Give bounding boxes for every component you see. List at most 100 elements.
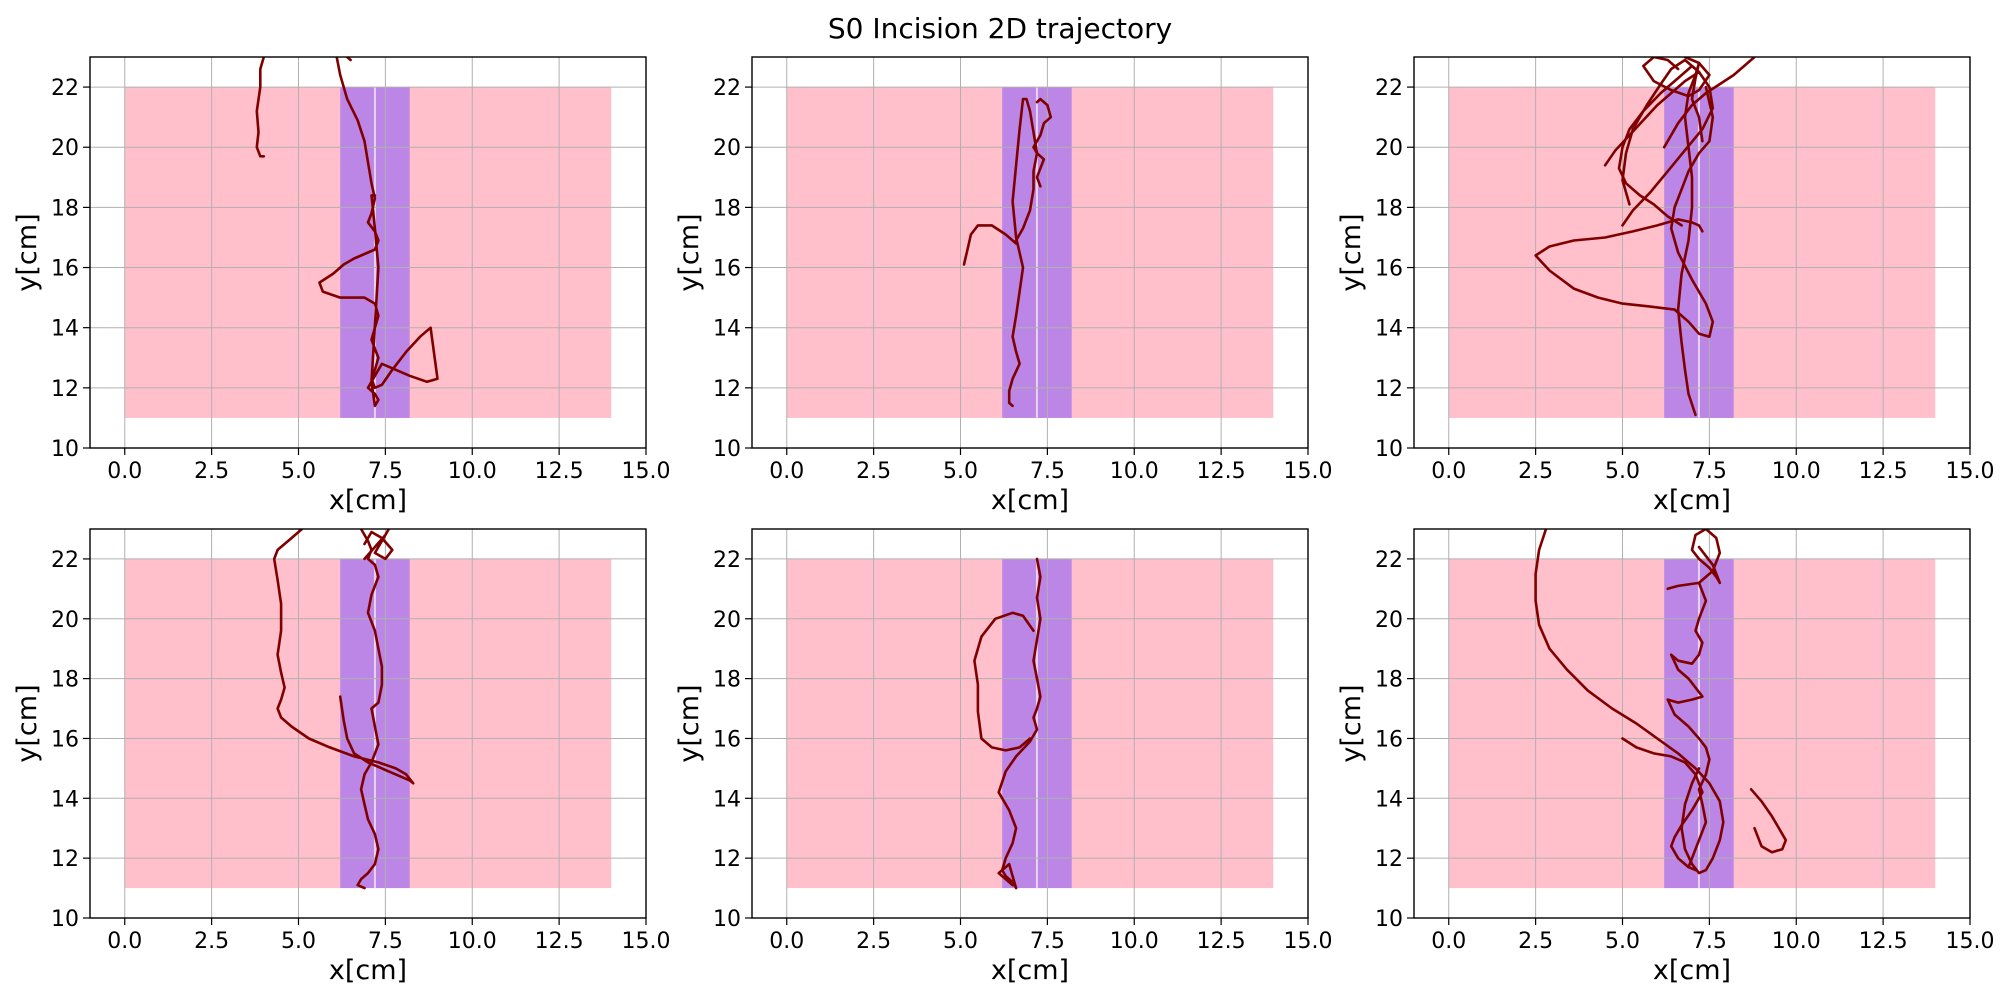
x-tick-label: 2.5 [856, 459, 891, 484]
y-tick-label: 14 [713, 317, 741, 342]
trajectory-group [1534, 529, 1788, 875]
subplot-1: 0.0 2.5 5.0 7.5 10.0 12.5 15.0 10 12 14 16 18 20 22 x[… [12, 56, 671, 516]
x-tick-label: 15.0 [622, 929, 671, 954]
x-tick-label: 0.0 [107, 459, 142, 484]
x-tick-label: 2.5 [1518, 929, 1553, 954]
y-tick-label: 20 [1375, 608, 1403, 633]
y-axis-label: y[cm] [12, 684, 43, 762]
y-tick-label: 10 [1375, 437, 1403, 462]
y-tick-label: 12 [1375, 377, 1403, 402]
x-tick-label: 15.0 [1284, 929, 1333, 954]
y-tick-label: 22 [51, 548, 79, 573]
y-tick-label: 18 [713, 196, 741, 221]
y-tick-label: 14 [51, 787, 79, 812]
x-tick-label: 12.5 [1197, 459, 1246, 484]
trajectory-line-3 [1669, 85, 1715, 339]
x-tick-label: 0.0 [769, 929, 804, 954]
x-tick-label: 10.0 [448, 929, 497, 954]
trajectory-line-1 [997, 557, 1042, 890]
x-tick-label: 12.5 [1197, 929, 1246, 954]
y-tick-label: 18 [1375, 196, 1403, 221]
subplot-5: 0.0 2.5 5.0 7.5 10.0 12.5 15.0 10 12 14 16 18 20 22 x[… [674, 528, 1333, 986]
y-tick-label: 10 [713, 437, 741, 462]
x-tick-label: 5.0 [281, 459, 316, 484]
axes-frame [1413, 528, 1971, 919]
y-axis-label: y[cm] [1336, 684, 1367, 762]
x-tick-label: 2.5 [194, 459, 229, 484]
y-tick-label: 10 [713, 907, 741, 932]
y-tick-label: 20 [713, 608, 741, 633]
x-tick-label: 0.0 [1431, 459, 1466, 484]
x-tick-label: 10.0 [1110, 459, 1159, 484]
y-axis-label: y[cm] [1336, 213, 1367, 291]
subplot-3: 0.0 2.5 5.0 7.5 10.0 12.5 15.0 10 12 14 16 18 20 22 x[… [1336, 56, 1995, 516]
y-tick-label: 22 [1375, 548, 1403, 573]
x-tick-label: 5.0 [281, 929, 316, 954]
y-tick-label: 10 [51, 437, 79, 462]
x-tick-label: 10.0 [448, 459, 497, 484]
axes-frame [89, 528, 647, 919]
y-tick-label: 16 [713, 727, 741, 752]
x-tick-label: 12.5 [1859, 459, 1908, 484]
trajectory-line-1 [272, 529, 415, 785]
y-axis-label: y[cm] [674, 213, 705, 291]
trajectory-group [973, 557, 1042, 890]
y-tick-label: 16 [1375, 257, 1403, 282]
y-tick-label: 18 [713, 668, 741, 693]
x-tick-label: 12.5 [535, 459, 584, 484]
axes-frame [751, 56, 1309, 449]
x-tick-label: 7.5 [1692, 459, 1727, 484]
trajectory-line-5 [1621, 58, 1715, 227]
x-tick-label: 15.0 [1946, 459, 1995, 484]
y-tick-label: 18 [51, 668, 79, 693]
x-tick-label: 5.0 [1605, 929, 1640, 954]
x-tick-label: 7.5 [368, 459, 403, 484]
y-tick-label: 18 [51, 196, 79, 221]
trajectory-line-4 [1666, 581, 1711, 869]
subplot-2: 0.0 2.5 5.0 7.5 10.0 12.5 15.0 10 12 14 16 18 20 22 x[… [674, 56, 1332, 516]
y-tick-label: 14 [51, 317, 79, 342]
trajectory-line-3 [363, 529, 394, 561]
y-tick-label: 16 [51, 257, 79, 282]
y-tick-label: 22 [51, 76, 79, 101]
y-tick-label: 14 [713, 787, 741, 812]
x-tick-label: 15.0 [622, 459, 671, 484]
x-tick-label: 0.0 [769, 459, 804, 484]
y-tick-label: 22 [713, 76, 741, 101]
y-tick-label: 14 [1375, 317, 1403, 342]
subplot-6: 0.0 2.5 5.0 7.5 10.0 12.5 15.0 10 12 14 16 18 20 22 x[… [1336, 528, 1995, 986]
y-tick-label: 12 [713, 847, 741, 872]
x-tick-label: 7.5 [368, 929, 403, 954]
trajectory-line-5 [1666, 529, 1722, 591]
trajectory-line-1 [1534, 529, 1725, 875]
y-tick-label: 12 [713, 377, 741, 402]
trajectory-line-1 [1676, 61, 1704, 417]
y-tick-label: 10 [1375, 907, 1403, 932]
y-tick-label: 20 [1375, 136, 1403, 161]
x-tick-label: 10.0 [1772, 459, 1821, 484]
trajectory-line-2 [1534, 218, 1704, 311]
y-axis-label: y[cm] [12, 213, 43, 291]
x-tick-label: 5.0 [943, 459, 978, 484]
trajectory-line-2 [356, 529, 384, 890]
trajectory-line-2 [1621, 737, 1704, 872]
x-tick-label: 2.5 [194, 929, 229, 954]
x-tick-label: 7.5 [1030, 459, 1065, 484]
y-tick-label: 12 [51, 377, 79, 402]
y-tick-label: 20 [51, 608, 79, 633]
trajectory-line-7 [1642, 57, 1711, 98]
x-tick-label: 15.0 [1946, 929, 1995, 954]
y-tick-label: 20 [713, 136, 741, 161]
y-tick-label: 12 [1375, 847, 1403, 872]
y-tick-label: 16 [51, 727, 79, 752]
y-tick-label: 16 [1375, 727, 1403, 752]
axes-frame [751, 528, 1309, 919]
x-tick-label: 2.5 [1518, 459, 1553, 484]
trajectory-line-2 [973, 611, 1035, 752]
y-tick-label: 18 [1375, 668, 1403, 693]
x-axis-label: x[cm] [991, 955, 1069, 986]
trajectory-group [1534, 57, 1756, 417]
y-tick-label: 20 [51, 136, 79, 161]
x-tick-label: 12.5 [1859, 929, 1908, 954]
